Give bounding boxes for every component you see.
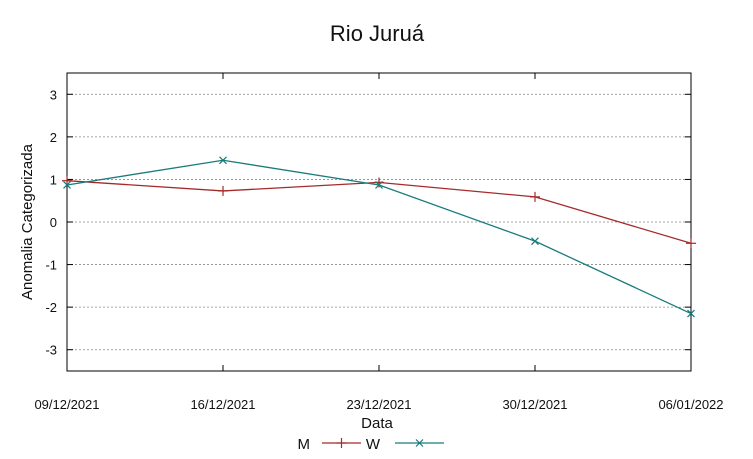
x-tick-label: 09/12/2021 xyxy=(34,397,99,412)
x-tick-label: 23/12/2021 xyxy=(346,397,411,412)
series-line xyxy=(66,180,692,244)
y-ticks: 3 2 1 0 -1 -2 -3 xyxy=(45,87,691,358)
x-axis-label: Data xyxy=(361,415,393,432)
data-point xyxy=(531,237,539,246)
y-tick-label: 2 xyxy=(50,130,57,145)
chart-title: Rio Juruá xyxy=(330,21,425,46)
legend-entry-M: M xyxy=(298,436,361,453)
data-point xyxy=(375,181,383,189)
data-point xyxy=(530,191,540,202)
x-tick-label: 06/01/2022 xyxy=(658,397,723,412)
y-tick-label: 3 xyxy=(50,87,57,102)
grid xyxy=(67,93,691,351)
data-point xyxy=(336,438,347,448)
y-tick-label: 0 xyxy=(50,215,57,230)
y-tick-label: -3 xyxy=(45,343,57,358)
data-point xyxy=(415,439,424,447)
x-ticks: 09/12/2021 16/12/2021 23/12/2021 30/12/2021… xyxy=(34,73,724,412)
series xyxy=(62,156,696,318)
series-W xyxy=(63,156,695,318)
y-axis-label: Anomalia Categorizada xyxy=(19,143,36,300)
legend-entry-W: W xyxy=(366,436,444,453)
y-tick-label: 1 xyxy=(50,172,57,187)
x-tick-label: 30/12/2021 xyxy=(502,397,567,412)
data-point xyxy=(62,175,72,186)
data-point xyxy=(219,156,227,165)
x-tick-label: 16/12/2021 xyxy=(190,397,255,412)
data-point xyxy=(686,238,696,249)
y-tick-label: -1 xyxy=(45,258,57,273)
legend-label: W xyxy=(366,436,381,453)
y-tick-label: -2 xyxy=(45,300,57,315)
data-point xyxy=(63,181,71,189)
series-M xyxy=(62,175,696,249)
data-point xyxy=(687,309,695,318)
legend-label: M xyxy=(298,436,311,453)
data-point xyxy=(218,185,228,196)
